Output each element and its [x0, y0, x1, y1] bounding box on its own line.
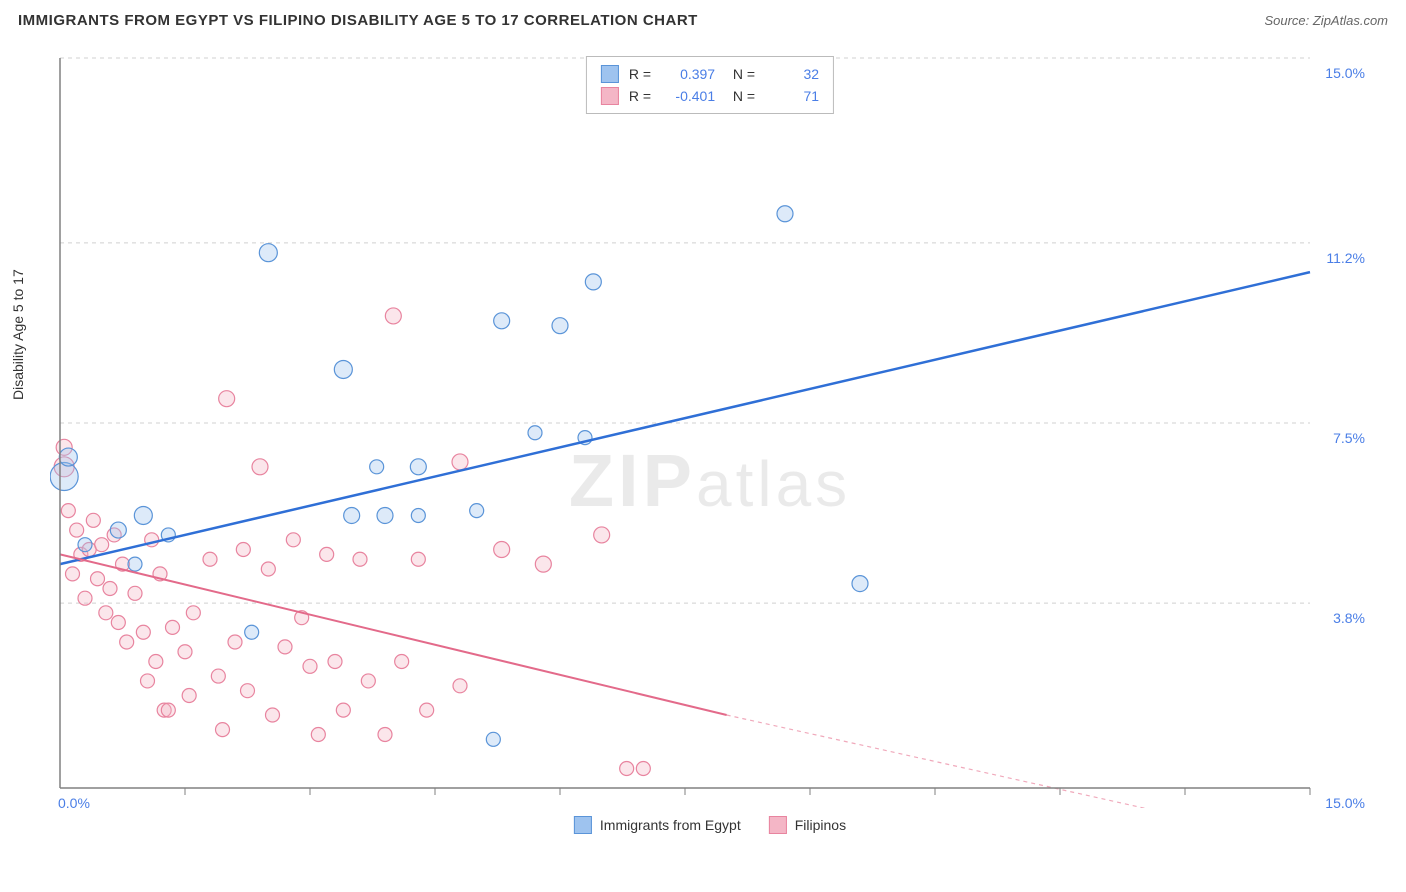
header: IMMIGRANTS FROM EGYPT VS FILIPINO DISABI…	[0, 0, 1406, 35]
legend-swatch	[601, 65, 619, 83]
legend-n-label: N =	[725, 88, 755, 104]
legend-r-value: 0.397	[661, 66, 715, 82]
legend-swatch	[574, 816, 592, 834]
chart-title: IMMIGRANTS FROM EGYPT VS FILIPINO DISABI…	[18, 12, 698, 29]
legend-r-label: R =	[629, 66, 651, 82]
scatter-chart: 3.8% 7.5% 11.2% 15.0% 0.0% 15.0%	[50, 48, 1370, 808]
legend-row: R = -0.401 N = 71	[601, 85, 819, 107]
svg-text:3.8%: 3.8%	[1333, 610, 1365, 626]
svg-text:0.0%: 0.0%	[58, 795, 90, 808]
legend-r-label: R =	[629, 88, 651, 104]
legend-row: R = 0.397 N = 32	[601, 63, 819, 85]
legend-n-value: 32	[765, 66, 819, 82]
legend-item: Filipinos	[769, 816, 846, 834]
legend-swatch	[769, 816, 787, 834]
legend-item: Immigrants from Egypt	[574, 816, 741, 834]
svg-text:7.5%: 7.5%	[1333, 430, 1365, 446]
legend-n-value: 71	[765, 88, 819, 104]
svg-text:11.2%: 11.2%	[1326, 250, 1365, 266]
legend-swatch	[601, 87, 619, 105]
series-legend: Immigrants from Egypt Filipinos	[574, 816, 846, 834]
svg-text:15.0%: 15.0%	[1325, 65, 1365, 81]
legend-label: Immigrants from Egypt	[600, 817, 741, 833]
legend-r-value: -0.401	[661, 88, 715, 104]
legend-n-label: N =	[725, 66, 755, 82]
chart-area: 3.8% 7.5% 11.2% 15.0% 0.0% 15.0% R = 0.397 N =…	[50, 48, 1370, 838]
legend-label: Filipinos	[795, 817, 846, 833]
svg-text:15.0%: 15.0%	[1325, 795, 1365, 808]
y-axis-label: Disability Age 5 to 17	[10, 269, 26, 400]
correlation-legend: R = 0.397 N = 32 R = -0.401 N = 71	[586, 56, 834, 114]
source-label: Source: ZipAtlas.com	[1264, 13, 1388, 28]
